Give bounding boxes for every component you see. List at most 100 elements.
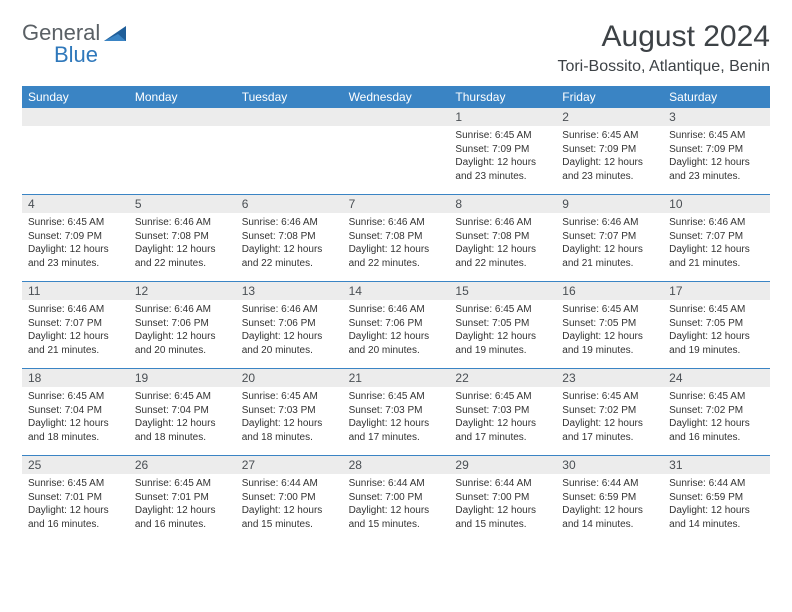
daylight-text: Daylight: 12 hours and 20 minutes. (135, 330, 230, 357)
day-number (343, 108, 450, 126)
daylight-text: Daylight: 12 hours and 15 minutes. (455, 504, 550, 531)
sunset-text: Sunset: 7:00 PM (455, 491, 550, 505)
calendar-grid: SundayMondayTuesdayWednesdayThursdayFrid… (22, 86, 770, 542)
day-details: Sunrise: 6:44 AMSunset: 7:00 PMDaylight:… (449, 474, 556, 536)
day-header: Wednesday (343, 86, 450, 108)
day-details (236, 126, 343, 186)
sunset-text: Sunset: 7:05 PM (455, 317, 550, 331)
calendar-cell: 24Sunrise: 6:45 AMSunset: 7:02 PMDayligh… (663, 369, 770, 455)
daylight-text: Daylight: 12 hours and 23 minutes. (562, 156, 657, 183)
sunrise-text: Sunrise: 6:45 AM (135, 477, 230, 491)
daylight-text: Daylight: 12 hours and 20 minutes. (242, 330, 337, 357)
daylight-text: Daylight: 12 hours and 18 minutes. (135, 417, 230, 444)
calendar-cell: 25Sunrise: 6:45 AMSunset: 7:01 PMDayligh… (22, 456, 129, 542)
calendar-cell (129, 108, 236, 194)
calendar-cell: 10Sunrise: 6:46 AMSunset: 7:07 PMDayligh… (663, 195, 770, 281)
sunset-text: Sunset: 7:09 PM (455, 143, 550, 157)
sunset-text: Sunset: 7:04 PM (135, 404, 230, 418)
daylight-text: Daylight: 12 hours and 23 minutes. (28, 243, 123, 270)
sunrise-text: Sunrise: 6:44 AM (455, 477, 550, 491)
daylight-text: Daylight: 12 hours and 21 minutes. (669, 243, 764, 270)
title-block: August 2024 Tori-Bossito, Atlantique, Be… (557, 20, 770, 76)
sunset-text: Sunset: 7:03 PM (242, 404, 337, 418)
day-details: Sunrise: 6:45 AMSunset: 7:03 PMDaylight:… (449, 387, 556, 449)
calendar-page: General Blue August 2024 Tori-Bossito, A… (0, 0, 792, 542)
day-details (129, 126, 236, 186)
calendar-cell: 20Sunrise: 6:45 AMSunset: 7:03 PMDayligh… (236, 369, 343, 455)
day-number: 13 (236, 282, 343, 300)
day-details: Sunrise: 6:46 AMSunset: 7:07 PMDaylight:… (556, 213, 663, 275)
day-number: 18 (22, 369, 129, 387)
logo-triangle-icon (104, 24, 130, 42)
day-details: Sunrise: 6:45 AMSunset: 7:09 PMDaylight:… (556, 126, 663, 188)
calendar-cell: 6Sunrise: 6:46 AMSunset: 7:08 PMDaylight… (236, 195, 343, 281)
sunset-text: Sunset: 7:02 PM (562, 404, 657, 418)
calendar-cell: 1Sunrise: 6:45 AMSunset: 7:09 PMDaylight… (449, 108, 556, 194)
calendar-cell: 26Sunrise: 6:45 AMSunset: 7:01 PMDayligh… (129, 456, 236, 542)
sunset-text: Sunset: 7:05 PM (562, 317, 657, 331)
sunset-text: Sunset: 7:06 PM (135, 317, 230, 331)
day-number: 10 (663, 195, 770, 213)
day-number: 12 (129, 282, 236, 300)
calendar-cell: 28Sunrise: 6:44 AMSunset: 7:00 PMDayligh… (343, 456, 450, 542)
day-details: Sunrise: 6:45 AMSunset: 7:09 PMDaylight:… (449, 126, 556, 188)
sunrise-text: Sunrise: 6:44 AM (242, 477, 337, 491)
sunrise-text: Sunrise: 6:45 AM (669, 303, 764, 317)
daylight-text: Daylight: 12 hours and 15 minutes. (349, 504, 444, 531)
day-details: Sunrise: 6:44 AMSunset: 6:59 PMDaylight:… (556, 474, 663, 536)
sunrise-text: Sunrise: 6:46 AM (28, 303, 123, 317)
day-number: 19 (129, 369, 236, 387)
sunrise-text: Sunrise: 6:46 AM (242, 216, 337, 230)
day-details: Sunrise: 6:46 AMSunset: 7:08 PMDaylight:… (129, 213, 236, 275)
calendar-cell: 13Sunrise: 6:46 AMSunset: 7:06 PMDayligh… (236, 282, 343, 368)
sunrise-text: Sunrise: 6:46 AM (349, 216, 444, 230)
daylight-text: Daylight: 12 hours and 14 minutes. (669, 504, 764, 531)
sunrise-text: Sunrise: 6:45 AM (242, 390, 337, 404)
day-number: 4 (22, 195, 129, 213)
sunset-text: Sunset: 7:07 PM (28, 317, 123, 331)
day-number: 23 (556, 369, 663, 387)
day-number: 8 (449, 195, 556, 213)
day-details: Sunrise: 6:45 AMSunset: 7:05 PMDaylight:… (449, 300, 556, 362)
weeks-container: 1Sunrise: 6:45 AMSunset: 7:09 PMDaylight… (22, 108, 770, 542)
calendar-week: 1Sunrise: 6:45 AMSunset: 7:09 PMDaylight… (22, 108, 770, 195)
day-details: Sunrise: 6:44 AMSunset: 7:00 PMDaylight:… (343, 474, 450, 536)
daylight-text: Daylight: 12 hours and 17 minutes. (455, 417, 550, 444)
day-number: 28 (343, 456, 450, 474)
day-details: Sunrise: 6:46 AMSunset: 7:08 PMDaylight:… (343, 213, 450, 275)
calendar-cell (22, 108, 129, 194)
calendar-cell: 31Sunrise: 6:44 AMSunset: 6:59 PMDayligh… (663, 456, 770, 542)
sunset-text: Sunset: 7:07 PM (562, 230, 657, 244)
daylight-text: Daylight: 12 hours and 16 minutes. (669, 417, 764, 444)
daylight-text: Daylight: 12 hours and 17 minutes. (349, 417, 444, 444)
day-number: 16 (556, 282, 663, 300)
calendar-cell: 15Sunrise: 6:45 AMSunset: 7:05 PMDayligh… (449, 282, 556, 368)
sunrise-text: Sunrise: 6:44 AM (562, 477, 657, 491)
day-header: Friday (556, 86, 663, 108)
sunset-text: Sunset: 7:04 PM (28, 404, 123, 418)
daylight-text: Daylight: 12 hours and 23 minutes. (669, 156, 764, 183)
sunset-text: Sunset: 7:08 PM (349, 230, 444, 244)
daylight-text: Daylight: 12 hours and 14 minutes. (562, 504, 657, 531)
day-number (236, 108, 343, 126)
sunset-text: Sunset: 7:00 PM (242, 491, 337, 505)
day-header: Saturday (663, 86, 770, 108)
day-details: Sunrise: 6:45 AMSunset: 7:01 PMDaylight:… (22, 474, 129, 536)
sunrise-text: Sunrise: 6:46 AM (135, 303, 230, 317)
sunset-text: Sunset: 7:08 PM (135, 230, 230, 244)
calendar-cell: 3Sunrise: 6:45 AMSunset: 7:09 PMDaylight… (663, 108, 770, 194)
sunset-text: Sunset: 7:02 PM (669, 404, 764, 418)
day-number: 22 (449, 369, 556, 387)
day-details: Sunrise: 6:46 AMSunset: 7:08 PMDaylight:… (449, 213, 556, 275)
day-number: 11 (22, 282, 129, 300)
day-number: 20 (236, 369, 343, 387)
day-number: 26 (129, 456, 236, 474)
day-details: Sunrise: 6:44 AMSunset: 7:00 PMDaylight:… (236, 474, 343, 536)
day-details: Sunrise: 6:45 AMSunset: 7:05 PMDaylight:… (556, 300, 663, 362)
sunrise-text: Sunrise: 6:46 AM (455, 216, 550, 230)
day-details: Sunrise: 6:46 AMSunset: 7:06 PMDaylight:… (343, 300, 450, 362)
calendar-week: 18Sunrise: 6:45 AMSunset: 7:04 PMDayligh… (22, 369, 770, 456)
calendar-week: 25Sunrise: 6:45 AMSunset: 7:01 PMDayligh… (22, 456, 770, 542)
day-details: Sunrise: 6:45 AMSunset: 7:04 PMDaylight:… (129, 387, 236, 449)
location-text: Tori-Bossito, Atlantique, Benin (557, 58, 770, 76)
